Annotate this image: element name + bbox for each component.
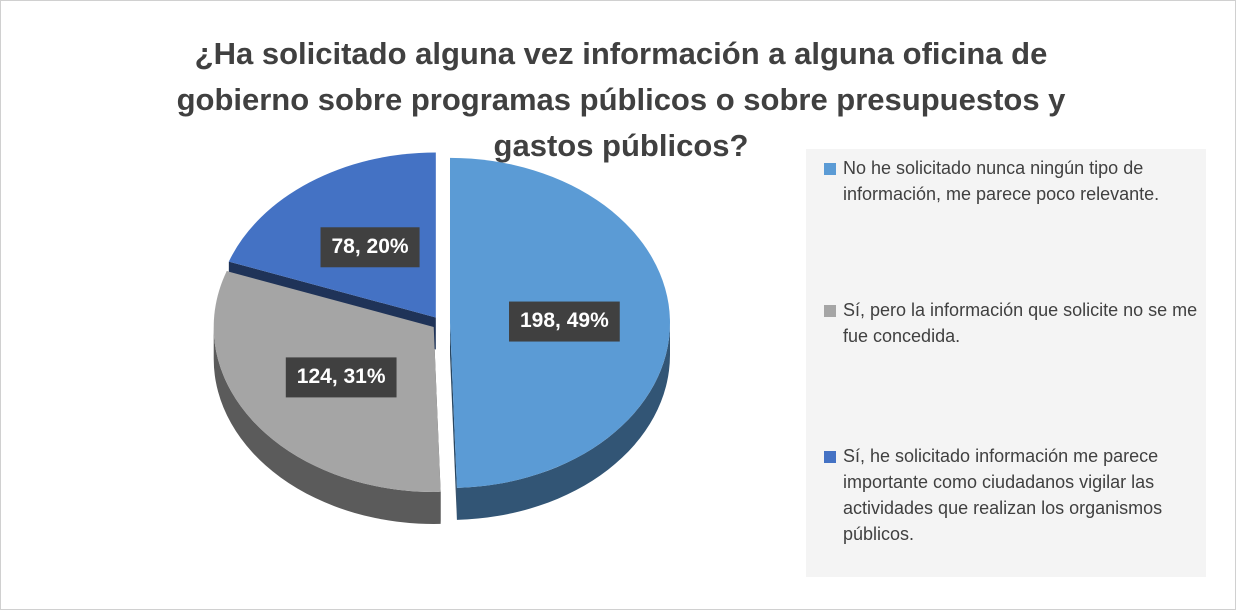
legend-swatch <box>824 163 836 175</box>
data-label-box <box>285 357 397 398</box>
pie-side <box>213 326 441 524</box>
chart-title: ¿Ha solicitado alguna vez información a … <box>176 36 1066 163</box>
data-label: 124, 31% <box>297 365 386 388</box>
legend-item: Sí, pero la información que solicite no … <box>821 297 1201 349</box>
pie-area: 198, 49% 124, 31% 78, 20% <box>213 152 670 524</box>
data-label-box <box>320 227 420 268</box>
data-label-box <box>509 301 620 342</box>
legend-item: Sí, he solicitado información me parece … <box>821 443 1201 547</box>
legend-label: No he solicitado nunca ningún tipo de in… <box>843 158 1160 204</box>
legend-swatch <box>824 451 836 463</box>
data-label: 198, 49% <box>520 309 609 332</box>
pie-side <box>456 322 670 520</box>
data-label: 78, 20% <box>332 235 409 258</box>
legend-label: Sí, pero la información que solicite no … <box>843 300 1198 346</box>
legend-item: No he solicitado nunca ningún tipo de in… <box>821 155 1201 207</box>
legend-label: Sí, he solicitado información me parece … <box>843 446 1163 544</box>
legend: No he solicitado nunca ningún tipo de in… <box>806 149 1206 577</box>
pie-side <box>449 322 457 520</box>
legend-swatch <box>824 305 836 317</box>
